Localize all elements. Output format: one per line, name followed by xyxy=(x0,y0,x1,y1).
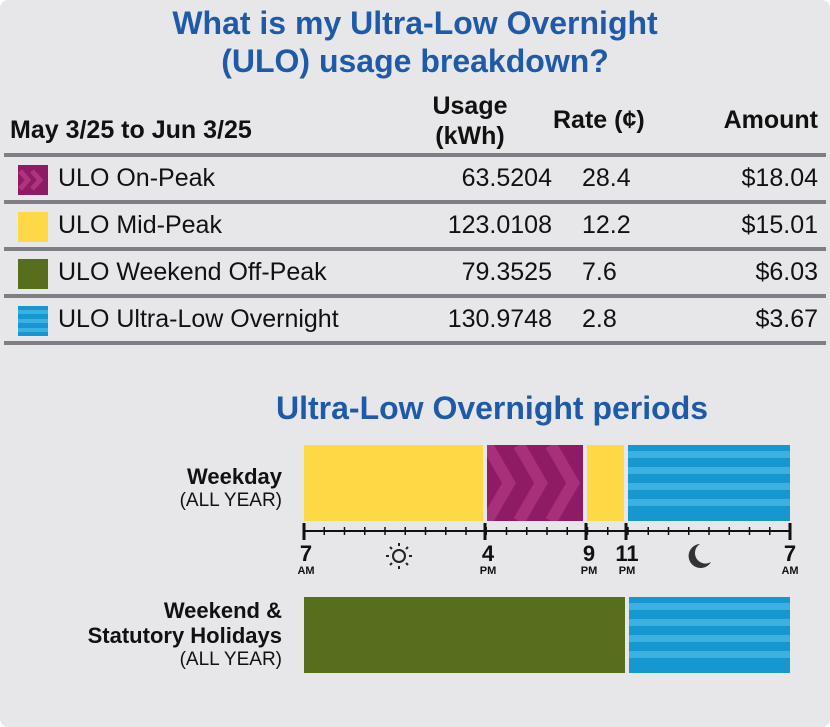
weekday-title: Weekday xyxy=(187,464,282,489)
tick-number: 9 xyxy=(582,541,596,566)
table-divider xyxy=(4,153,826,157)
row-label: ULO Mid-Peak xyxy=(58,211,222,239)
tick-label-11pm: 11 PM xyxy=(612,542,642,577)
tick-ampm: AM xyxy=(781,565,799,577)
weekend-title-line-2: Statutory Holidays xyxy=(87,623,282,648)
weekend-title-line-1: Weekend & xyxy=(163,598,282,623)
row-rate: 2.8 xyxy=(582,305,617,333)
table-divider xyxy=(4,294,826,298)
tick-ampm: AM xyxy=(297,565,315,577)
amount-header: Amount xyxy=(723,106,818,134)
table-row-on-peak: ULO On-Peak 63.5204 28.4 $18.04 xyxy=(4,157,826,200)
row-usage: 63.5204 xyxy=(461,164,552,192)
sun-icon xyxy=(386,543,412,569)
periods-title: Ultra-Low Overnight periods xyxy=(276,390,709,426)
usage-header: Usage (kWh) xyxy=(420,91,520,151)
table-row-mid-peak: ULO Mid-Peak 123.0108 12.2 $15.01 xyxy=(4,204,826,247)
usage-header-line-1: Usage xyxy=(432,92,508,120)
weekday-on-peak-segment xyxy=(487,445,583,521)
main-title: What is my Ultra-Low Overnight (ULO) usa… xyxy=(0,4,830,80)
usage-header-line-2: (kWh) xyxy=(435,122,505,150)
weekend-label: Weekend & Statutory Holidays (ALL YEAR) xyxy=(88,598,282,672)
table-divider xyxy=(4,247,826,251)
row-usage: 130.9748 xyxy=(447,305,552,333)
tick-ampm: PM xyxy=(580,565,598,577)
mid-peak-swatch xyxy=(18,212,48,242)
tick-number: 7 xyxy=(783,541,797,566)
table-row-ultra-low-overnight: ULO Ultra-Low Overnight 130.9748 2.8 $3.… xyxy=(4,298,826,341)
tick-ampm: PM xyxy=(479,565,497,577)
row-label: ULO On-Peak xyxy=(58,164,216,192)
moon-icon xyxy=(688,544,711,568)
row-amount: $6.03 xyxy=(755,258,818,286)
main-title-line-2: (ULO) usage breakdown? xyxy=(221,43,609,79)
weekday-ultra-low-overnight-segment xyxy=(628,445,790,521)
weekend-ultra-low-overnight-segment xyxy=(629,597,790,673)
row-amount: $18.04 xyxy=(741,164,818,192)
row-rate: 12.2 xyxy=(582,211,631,239)
weekday-mid-peak-morning-segment xyxy=(304,445,483,521)
tick-number: 4 xyxy=(481,541,495,566)
row-label: ULO Weekend Off-Peak xyxy=(58,258,327,286)
row-amount: $15.01 xyxy=(741,211,818,239)
table-row-weekend-off-peak: ULO Weekend Off-Peak 79.3525 7.6 $6.03 xyxy=(4,251,826,294)
row-rate: 28.4 xyxy=(582,164,631,192)
weekend-subtitle: (ALL YEAR) xyxy=(179,649,282,670)
tick-label-7am-next: 7 AM xyxy=(778,542,802,577)
tick-label-9pm: 9 PM xyxy=(577,542,601,577)
row-usage: 79.3525 xyxy=(461,258,552,286)
billing-period: May 3/25 to Jun 3/25 xyxy=(10,116,252,144)
on-peak-swatch xyxy=(18,165,48,195)
table-divider xyxy=(4,341,826,345)
ultra-low-overnight-swatch xyxy=(18,306,48,336)
rate-header: Rate (¢) xyxy=(553,106,645,134)
main-title-line-1: What is my Ultra-Low Overnight xyxy=(172,5,658,41)
row-label: ULO Ultra-Low Overnight xyxy=(58,305,339,333)
weekend-off-peak-swatch xyxy=(18,259,48,289)
tick-label-4pm: 4 PM xyxy=(476,542,500,577)
tick-number: 7 xyxy=(299,541,313,566)
row-amount: $3.67 xyxy=(755,305,818,333)
weekday-label: Weekday (ALL YEAR) xyxy=(180,464,282,513)
row-rate: 7.6 xyxy=(582,258,617,286)
tick-label-7am: 7 AM xyxy=(294,542,318,577)
weekday-mid-peak-evening-segment xyxy=(587,445,624,521)
table-divider xyxy=(4,200,826,204)
tick-number: 11 xyxy=(615,541,639,566)
row-usage: 123.0108 xyxy=(447,211,552,239)
tick-ampm: PM xyxy=(618,565,636,577)
weekday-subtitle: (ALL YEAR) xyxy=(179,490,282,511)
weekend-off-peak-segment xyxy=(304,597,625,673)
